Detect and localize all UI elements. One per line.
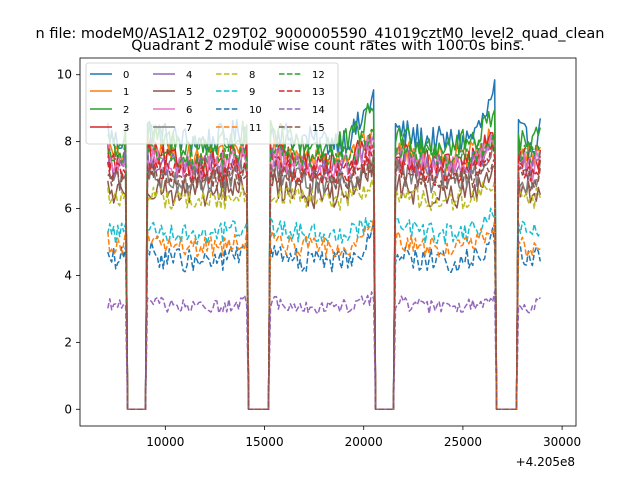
legend-label-6: 6 — [186, 105, 192, 116]
series-layer — [107, 79, 542, 411]
legend-label-14: 14 — [312, 105, 325, 116]
x-axis: 10000 15000 20000 25000 30000 — [146, 426, 581, 449]
x-tick-label: 20000 — [345, 435, 383, 449]
series-line-15 — [107, 158, 542, 411]
legend-label-10: 10 — [249, 105, 262, 116]
legend-label-5: 5 — [186, 87, 192, 98]
y-axis: 0 2 4 6 8 10 — [57, 68, 80, 416]
y-tick-label: 2 — [64, 335, 72, 349]
y-tick-label: 8 — [64, 135, 72, 149]
legend-label-2: 2 — [123, 105, 129, 116]
legend-label-11: 11 — [249, 123, 262, 134]
chart-title: Quadrant 2 module wise count rates with … — [131, 38, 525, 54]
x-axis-offset-label: +4.205e8 — [516, 455, 575, 469]
legend-label-4: 4 — [186, 70, 192, 81]
series-line-11 — [107, 217, 541, 411]
y-tick-label: 4 — [64, 268, 72, 282]
axes-frame — [79, 57, 577, 427]
series-line-8 — [107, 178, 542, 411]
y-tick-label: 6 — [64, 202, 72, 216]
series-line-7 — [107, 144, 542, 411]
series-line-10 — [107, 222, 542, 411]
figure-suptitle: n file: modeM0/AS1A12_029T02_9000005590_… — [36, 26, 605, 42]
legend-label-12: 12 — [312, 70, 325, 81]
series-line-14 — [107, 290, 541, 411]
legend-label-0: 0 — [123, 70, 129, 81]
legend-label-7: 7 — [186, 123, 192, 134]
series-line-9 — [107, 207, 541, 411]
x-tick-label: 15000 — [245, 435, 283, 449]
legend-label-13: 13 — [312, 87, 325, 98]
legend-box — [85, 62, 339, 145]
x-tick-label: 25000 — [444, 435, 482, 449]
series-line-2 — [107, 102, 542, 411]
legend-label-3: 3 — [123, 123, 129, 134]
legend-label-9: 9 — [249, 87, 255, 98]
x-tick-label: 10000 — [146, 435, 184, 449]
series-line-13 — [107, 143, 542, 411]
legend-label-8: 8 — [249, 70, 255, 81]
legend-label-1: 1 — [123, 87, 129, 98]
legend-label-15: 15 — [312, 123, 325, 134]
x-tick-label: 30000 — [543, 435, 581, 449]
y-tick-label: 10 — [57, 68, 72, 82]
y-tick-label: 0 — [64, 402, 72, 416]
